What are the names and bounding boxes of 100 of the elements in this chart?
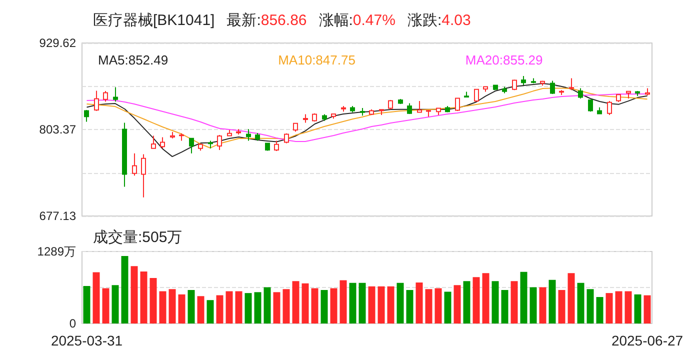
candlestick bbox=[322, 114, 327, 122]
bar bbox=[539, 287, 546, 324]
bar bbox=[606, 293, 613, 324]
candlestick bbox=[312, 112, 317, 122]
bar bbox=[273, 292, 280, 324]
bar bbox=[226, 291, 233, 324]
bar bbox=[416, 282, 423, 324]
candlestick bbox=[483, 86, 488, 92]
candlestick bbox=[246, 128, 251, 142]
y-tick-label: 929.62 bbox=[39, 36, 76, 50]
bar bbox=[396, 282, 404, 324]
x-tick-label: 2025-06-27 bbox=[611, 332, 684, 348]
candlestick bbox=[398, 98, 403, 104]
candlestick bbox=[236, 128, 241, 136]
candlestick bbox=[635, 90, 640, 97]
bar bbox=[520, 272, 528, 324]
bar bbox=[150, 278, 157, 324]
bar bbox=[197, 296, 204, 324]
bar bbox=[634, 294, 642, 324]
candlestick bbox=[341, 105, 346, 112]
bar bbox=[349, 282, 356, 324]
bar bbox=[482, 273, 490, 324]
candlestick bbox=[578, 88, 583, 100]
candlestick bbox=[426, 110, 431, 118]
bar bbox=[244, 293, 252, 324]
bar bbox=[140, 271, 148, 324]
y-tick-label: 1289万 bbox=[37, 244, 76, 258]
candlestick bbox=[550, 80, 555, 94]
candlestick bbox=[360, 108, 365, 116]
candlestick bbox=[103, 90, 108, 102]
text: MA10:847.75 bbox=[278, 52, 356, 68]
candlestick bbox=[331, 114, 336, 120]
candlestick bbox=[265, 142, 270, 152]
candlestick bbox=[189, 138, 194, 154]
bar bbox=[159, 291, 166, 324]
bar bbox=[492, 281, 499, 324]
candlestick bbox=[179, 132, 184, 142]
text: MA20:855.29 bbox=[465, 52, 543, 68]
text: 最新:856.86 bbox=[226, 12, 307, 29]
candlestick bbox=[132, 152, 137, 176]
candlestick bbox=[208, 140, 213, 149]
bar bbox=[282, 289, 290, 324]
candlestick bbox=[540, 80, 545, 86]
line-series bbox=[86, 93, 648, 142]
bar bbox=[644, 295, 651, 324]
bar bbox=[102, 288, 110, 324]
candlestick bbox=[531, 78, 536, 84]
bar bbox=[387, 286, 394, 324]
candlestick bbox=[512, 79, 517, 91]
bar bbox=[615, 291, 622, 324]
bar bbox=[548, 280, 556, 324]
bar bbox=[568, 273, 575, 324]
line-series bbox=[86, 83, 648, 158]
candlestick bbox=[369, 108, 374, 116]
bar bbox=[254, 292, 262, 324]
candlestick bbox=[417, 100, 422, 113]
candlestick bbox=[493, 84, 498, 91]
bar bbox=[206, 300, 214, 324]
chart-title: 医疗器械[BK1041] bbox=[93, 12, 215, 29]
candlestick bbox=[502, 86, 507, 94]
bar bbox=[530, 287, 537, 324]
bar bbox=[340, 280, 347, 324]
x-tick-label: 2025-03-31 bbox=[50, 332, 123, 348]
candlestick bbox=[445, 105, 450, 113]
bar bbox=[378, 286, 385, 324]
bar bbox=[454, 285, 461, 324]
candlestick bbox=[597, 106, 602, 115]
candlestick bbox=[521, 76, 526, 86]
chart-title: 成交量:505万 bbox=[93, 229, 182, 246]
candlestick bbox=[607, 100, 612, 116]
candlestick bbox=[84, 110, 89, 122]
bar bbox=[112, 285, 119, 324]
candlestick bbox=[198, 143, 203, 152]
bar bbox=[425, 289, 432, 324]
candlestick bbox=[350, 105, 355, 113]
candlestick bbox=[474, 88, 479, 102]
bar bbox=[83, 286, 90, 324]
candlestick bbox=[160, 136, 165, 149]
bar bbox=[235, 291, 242, 324]
candlestick bbox=[569, 78, 574, 91]
bar bbox=[434, 288, 442, 324]
candlestick bbox=[436, 108, 441, 116]
bar bbox=[558, 290, 566, 324]
bar bbox=[302, 283, 309, 324]
candlestick bbox=[626, 90, 631, 100]
candlestick bbox=[227, 130, 232, 136]
candlestick bbox=[151, 135, 156, 149]
candlestick bbox=[274, 140, 279, 152]
line-series bbox=[86, 88, 648, 148]
candlestick bbox=[170, 132, 175, 139]
bar bbox=[92, 272, 100, 324]
candlestick bbox=[616, 94, 621, 103]
text: 涨跌:4.03 bbox=[407, 12, 471, 29]
bar bbox=[188, 290, 195, 324]
bar bbox=[264, 287, 271, 324]
bar bbox=[216, 295, 224, 324]
bar bbox=[320, 290, 328, 324]
candlestick bbox=[645, 88, 650, 96]
bar bbox=[472, 277, 480, 324]
y-tick-label: 803.37 bbox=[39, 122, 76, 137]
